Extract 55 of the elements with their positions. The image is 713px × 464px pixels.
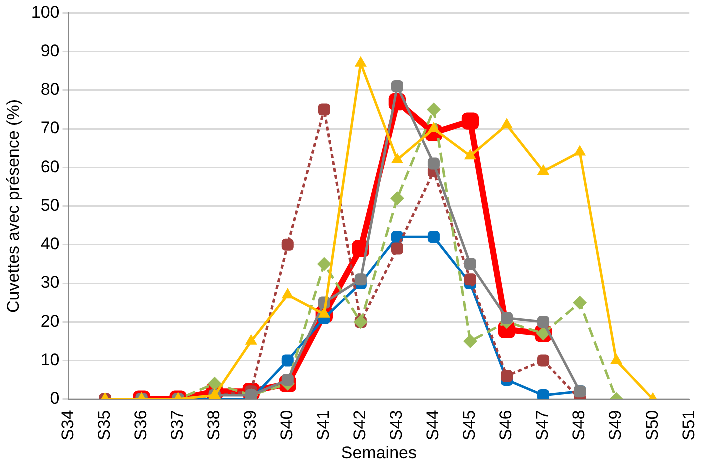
point: [282, 288, 294, 299]
point: [538, 316, 550, 328]
x-axis-title: Semaines: [341, 443, 417, 462]
x-tick-label: S35: [94, 410, 114, 441]
point: [573, 296, 588, 310]
x-tick-label: S48: [570, 410, 589, 441]
point: [282, 354, 294, 367]
x-tick-label: S45: [460, 410, 480, 441]
x-tick-label: S43: [387, 410, 406, 441]
y-tick-label: 90: [40, 42, 60, 61]
point: [318, 104, 330, 116]
y-tick-label: 30: [40, 273, 60, 292]
point: [462, 112, 480, 130]
x-tick-label: S39: [241, 410, 260, 441]
point: [538, 354, 550, 367]
point: [354, 274, 367, 286]
x-tick-label: S36: [131, 410, 150, 441]
x-tick-label: S51: [679, 410, 698, 441]
x-tick-label: S41: [314, 410, 334, 441]
y-tick-label: 40: [40, 234, 60, 254]
x-tick-label: S38: [204, 410, 224, 441]
y-tick-label: 0: [50, 389, 60, 408]
y-tick-label: 80: [40, 80, 60, 100]
x-tick-label: S46: [496, 410, 516, 441]
point: [500, 312, 514, 324]
point: [317, 257, 332, 272]
point: [538, 389, 550, 400]
point: [426, 102, 441, 117]
y-axis-title: Cuvettes avec présence (%): [4, 100, 23, 314]
x-tick-label: S37: [168, 410, 188, 441]
x-tick-label: S44: [424, 410, 443, 441]
point: [500, 370, 514, 382]
point: [464, 274, 476, 286]
y-tick-label: 100: [31, 2, 60, 22]
point: [428, 158, 440, 170]
x-tick-label: S50: [642, 410, 662, 441]
x-tick-label: S47: [533, 410, 552, 441]
point: [391, 242, 404, 255]
x-tick-label: S34: [58, 410, 78, 441]
x-tick-label: S42: [350, 410, 370, 441]
point: [390, 192, 404, 206]
point: [463, 334, 478, 348]
point: [537, 164, 550, 176]
point: [282, 238, 294, 251]
point: [208, 376, 222, 391]
point: [391, 80, 404, 93]
y-tick-label: 50: [40, 196, 60, 215]
y-tick-label: 70: [40, 118, 60, 138]
y-tick-label: 10: [40, 350, 60, 370]
x-tick-label: S49: [606, 410, 626, 441]
x-tick-label: S40: [278, 410, 297, 441]
y-tick-label: 60: [40, 157, 60, 176]
point: [428, 231, 440, 244]
y-tick-label: 20: [40, 312, 60, 331]
point: [464, 258, 476, 270]
